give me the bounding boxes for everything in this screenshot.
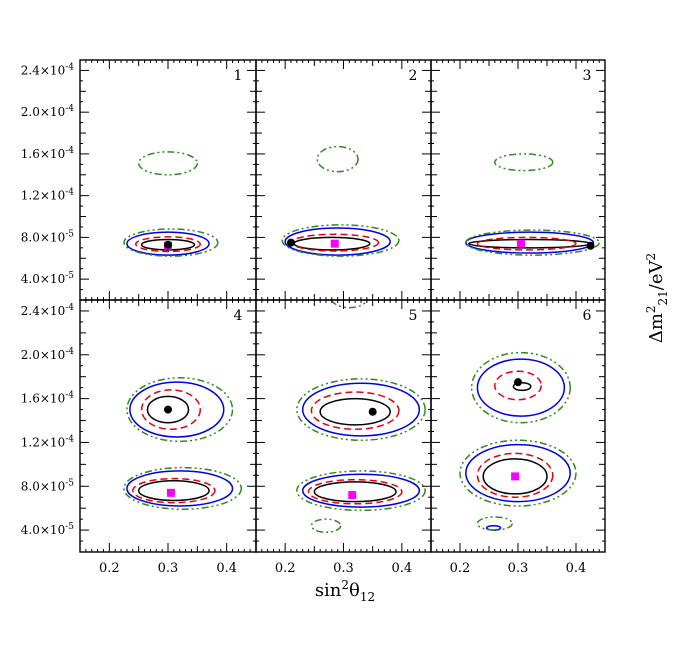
contour-cl3 (301, 382, 421, 437)
panel-contours (296, 300, 426, 534)
panel-frame (79, 59, 257, 301)
best-fit-marker (164, 405, 172, 414)
panel-6: 6 (430, 299, 606, 553)
x-tick-label: 0.3 (508, 561, 529, 576)
contour-cl2 (476, 452, 554, 498)
contour-cl1 (137, 480, 210, 502)
x-axis-label: sin2θ12 (315, 578, 375, 604)
best-fit-marker (514, 378, 522, 387)
x-tick-label: 0.3 (333, 561, 354, 576)
panel-contours (123, 377, 243, 511)
contour-cl3 (126, 470, 234, 507)
y-tick-label: 8.0×10-5 (21, 229, 74, 244)
contour-cl1 (512, 381, 532, 392)
panel-frame (255, 59, 432, 301)
contour-cl4 (296, 470, 426, 512)
contour-cl3 (465, 231, 595, 254)
x-tick-label: 0.2 (99, 561, 120, 576)
panel-4: 4 (79, 299, 257, 553)
panel-contours (281, 145, 400, 257)
reference-point-marker (516, 239, 525, 248)
contour-cl1 (319, 397, 391, 426)
panel-frame (79, 299, 257, 553)
y-tick-label: 4.0×10-5 (21, 271, 74, 286)
contour-cl2 (476, 236, 577, 251)
contour-cl3 (126, 231, 210, 256)
panel-contours (465, 153, 600, 256)
contour-cl1 (146, 395, 190, 424)
contour-cl2 (310, 391, 400, 431)
panel-frame (255, 299, 432, 553)
best-fit-marker (164, 240, 172, 249)
x-tick-label: 0.3 (158, 561, 179, 576)
y-tick-label: 2.4×10-4 (21, 62, 74, 77)
contour-cl1 (482, 458, 548, 495)
y-axis-label: Δm221/eV2 (644, 253, 670, 343)
contour-cl4 (470, 351, 571, 424)
y-tick-label: 1.2×10-4 (21, 434, 74, 449)
panel-5: 5 (255, 299, 432, 553)
reference-point-marker (348, 491, 357, 500)
panel-frame (430, 59, 606, 301)
contour-cl4 (494, 153, 554, 172)
y-tick-label: 2.0×10-4 (21, 104, 74, 119)
contour-cl3 (284, 227, 391, 256)
y-tick-label: 2.0×10-4 (21, 347, 74, 362)
x-tick-label: 0.4 (391, 561, 412, 576)
panel-3: 3 (430, 59, 606, 301)
panel-number-label: 1 (234, 68, 243, 84)
x-tick-label: 0.4 (566, 561, 587, 576)
y-tick-label: 2.4×10-4 (21, 303, 74, 318)
contour-cl2 (132, 477, 216, 504)
panel-number-label: 2 (409, 68, 418, 84)
panel-number-label: 5 (409, 308, 418, 324)
best-fit-marker (368, 407, 377, 416)
contour-cl4 (459, 439, 577, 507)
contour-cl4 (123, 228, 219, 257)
contour-cl4 (316, 145, 359, 173)
panel-contours (459, 351, 577, 531)
y-tick-label: 1.2×10-4 (21, 188, 74, 203)
contour-cl2 (494, 370, 542, 401)
contour-cl3 (476, 358, 566, 417)
y-tick-label: 1.6×10-4 (21, 146, 74, 161)
contour-cl4 (281, 224, 400, 257)
reference-point-marker (166, 488, 175, 497)
panel-contours (123, 151, 219, 257)
contour-cl1 (140, 238, 196, 251)
best-fit-marker (586, 241, 595, 250)
x-tick-label: 0.4 (216, 561, 237, 576)
plot-area: 1 2 3 4 5 6 4.0×10-5 8.0×10-5 1.2×10-4 1.6×10-4 2.… (21, 59, 606, 576)
contour-cl4 (123, 466, 243, 511)
x-tick-label: 0.2 (450, 561, 471, 576)
panel-number-label: 4 (234, 308, 243, 324)
contour-cl4 (296, 378, 426, 441)
reference-point-marker (511, 472, 520, 481)
contour-cl4 (126, 377, 234, 443)
contour-cl1 (313, 481, 397, 503)
y-tick-label: 8.0×10-5 (21, 478, 74, 493)
best-fit-marker (287, 238, 295, 247)
contour-cl2 (140, 389, 202, 431)
contour-cl4 (329, 300, 369, 309)
x-tick-label: 0.2 (275, 561, 296, 576)
contour-cl3 (129, 381, 225, 438)
panel-number-label: 6 (583, 308, 592, 324)
contour-cl4 (476, 516, 513, 531)
contour-cl4 (465, 229, 600, 256)
panel-frame (430, 299, 606, 553)
contour-cl2 (134, 236, 202, 253)
panel-number-label: 3 (583, 68, 592, 84)
y-tick-label: 4.0×10-5 (21, 522, 74, 537)
reference-point-marker (330, 239, 339, 248)
y-tick-label: 1.6×10-4 (21, 391, 74, 406)
contour-cl4 (137, 151, 199, 176)
panel-1: 1 (79, 59, 257, 301)
panel-2: 2 (255, 59, 432, 301)
contour-cl2 (307, 478, 403, 505)
contour-cl3 (465, 443, 571, 503)
contour-cl4 (310, 518, 342, 534)
contour-cl3 (301, 473, 421, 508)
